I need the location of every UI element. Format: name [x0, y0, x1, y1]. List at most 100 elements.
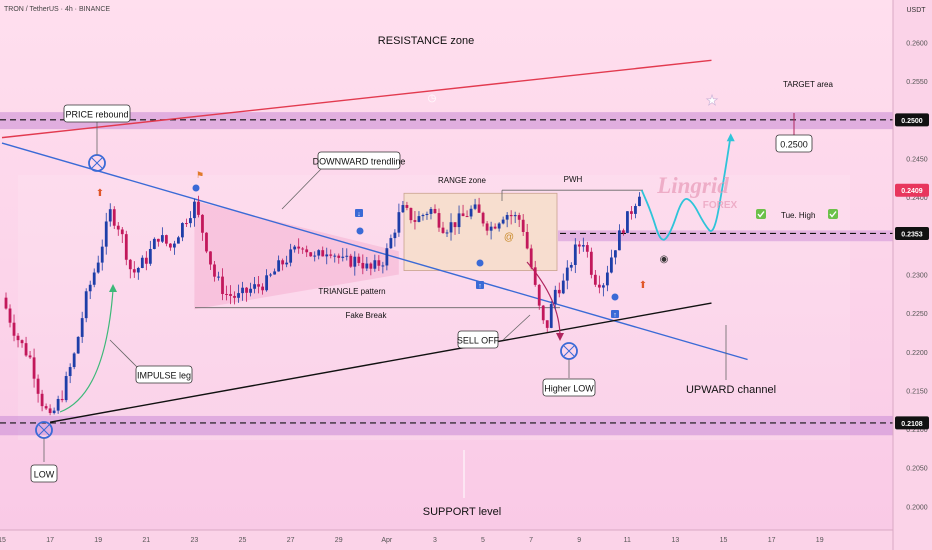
price-tag-bg [895, 416, 929, 430]
y-tick-label: 0.2050 [906, 466, 928, 473]
y-tick-label: 0.2550 [906, 79, 928, 86]
lingrid-logo: Lingrid [656, 173, 729, 198]
x-tick-label: 11 [624, 537, 631, 544]
support-zone-band [0, 415, 893, 436]
candle-down [8, 308, 12, 323]
upward-channel-label: UPWARD channel [686, 384, 776, 396]
impulse-leg-label-box [135, 365, 193, 384]
candle-down [437, 213, 441, 228]
candle-down [521, 219, 525, 232]
candle-down [245, 287, 248, 293]
y-tick-label: 0.2450 [906, 156, 928, 163]
candle-down [405, 205, 409, 208]
x-tick-label: Apr [381, 537, 393, 544]
candle-up [425, 213, 429, 215]
candle-down [40, 393, 44, 407]
candle-up [613, 250, 617, 258]
candle-up [152, 238, 156, 249]
up-marker-icon [476, 281, 484, 289]
candle-down [132, 269, 136, 273]
candle-down [281, 260, 285, 265]
marker-glyph: ↓ [357, 211, 361, 218]
candle-up [341, 256, 345, 258]
candle-up [561, 280, 565, 294]
candle-up [56, 398, 60, 411]
candle-up [325, 254, 329, 257]
candle-down [585, 245, 589, 252]
candle-down [261, 286, 264, 291]
candle-down [537, 284, 541, 306]
touch-point-dot [476, 259, 484, 267]
candle-down [357, 256, 361, 263]
candle-down [529, 248, 533, 268]
chart-title: TRON / TetherUS · 4h · BINANCE [4, 6, 110, 13]
price-tag-bg [895, 183, 929, 197]
x-tick-label: 27 [287, 537, 295, 544]
candle-up [313, 255, 317, 257]
target-value-label-box [775, 134, 813, 153]
candle-up [96, 262, 100, 273]
candle-down [305, 249, 309, 253]
candle-up [393, 232, 397, 239]
candle-down [156, 238, 160, 242]
touch-point-dot [356, 227, 364, 235]
candle-up [72, 353, 76, 368]
candle-down [493, 226, 497, 229]
pwh-label: PWH [564, 175, 583, 184]
candle-up [501, 219, 505, 224]
resistance-line [1, 59, 712, 139]
flag-icon: ⚑ [196, 170, 204, 180]
price-rebound-label: PRICE rebound [65, 110, 128, 120]
price-tag-label: 0.2108 [901, 421, 923, 428]
candle-down [120, 229, 124, 235]
candle-up [381, 265, 385, 267]
rocket-icon: ⬆ [96, 188, 104, 199]
leader-impulse [109, 339, 141, 371]
currency-label: USDT [906, 7, 926, 14]
price-tag-bg [895, 113, 929, 127]
candle-down [309, 252, 313, 257]
candle-down [229, 294, 232, 296]
y-tick-label: 0.2400 [906, 195, 928, 202]
impulse-leg-label: IMPULSE leg [137, 371, 191, 381]
clock-icon: ◷ [428, 93, 437, 104]
candle-down [201, 214, 204, 233]
candle-up [136, 267, 140, 273]
y-tick-label: 0.2200 [906, 350, 928, 357]
x-tick-label: 3 [433, 537, 437, 544]
candle-down [377, 260, 381, 266]
candle-down [225, 293, 228, 295]
y-tick-label: 0.2250 [906, 311, 928, 318]
lingrid-logo-sub: FOREX [703, 200, 738, 211]
marker-glyph: ↑ [478, 283, 482, 290]
candle-down [541, 305, 545, 321]
candle-up [293, 246, 297, 250]
candle-down [24, 343, 28, 356]
candle-up [269, 274, 273, 276]
sell-off-label-box [457, 330, 499, 349]
candle-up [189, 218, 192, 224]
leader-selloff [502, 314, 531, 341]
candle-up [193, 201, 196, 219]
candle-up [417, 216, 421, 222]
price-tag-label: 0.2409 [901, 188, 923, 195]
eye-icon: ◉ [660, 254, 669, 265]
triangle-pattern-label: TRIANGLE pattern [318, 287, 385, 296]
pivot-cross [91, 157, 103, 169]
candle-up [84, 291, 88, 319]
candle-down [124, 234, 128, 260]
selloff-arrow [526, 261, 561, 338]
candle-down [4, 297, 8, 309]
candle-up [565, 267, 569, 281]
candle-down [622, 230, 625, 233]
candle-down [533, 267, 537, 285]
impulse-arrow-head [109, 284, 117, 292]
fake-break-label: Fake Break [346, 311, 388, 320]
downward-trendline [1, 142, 748, 361]
candle-down [477, 204, 481, 213]
candle-down [525, 231, 529, 249]
x-tick-label: 29 [335, 537, 343, 544]
pivot-cross [563, 345, 575, 357]
